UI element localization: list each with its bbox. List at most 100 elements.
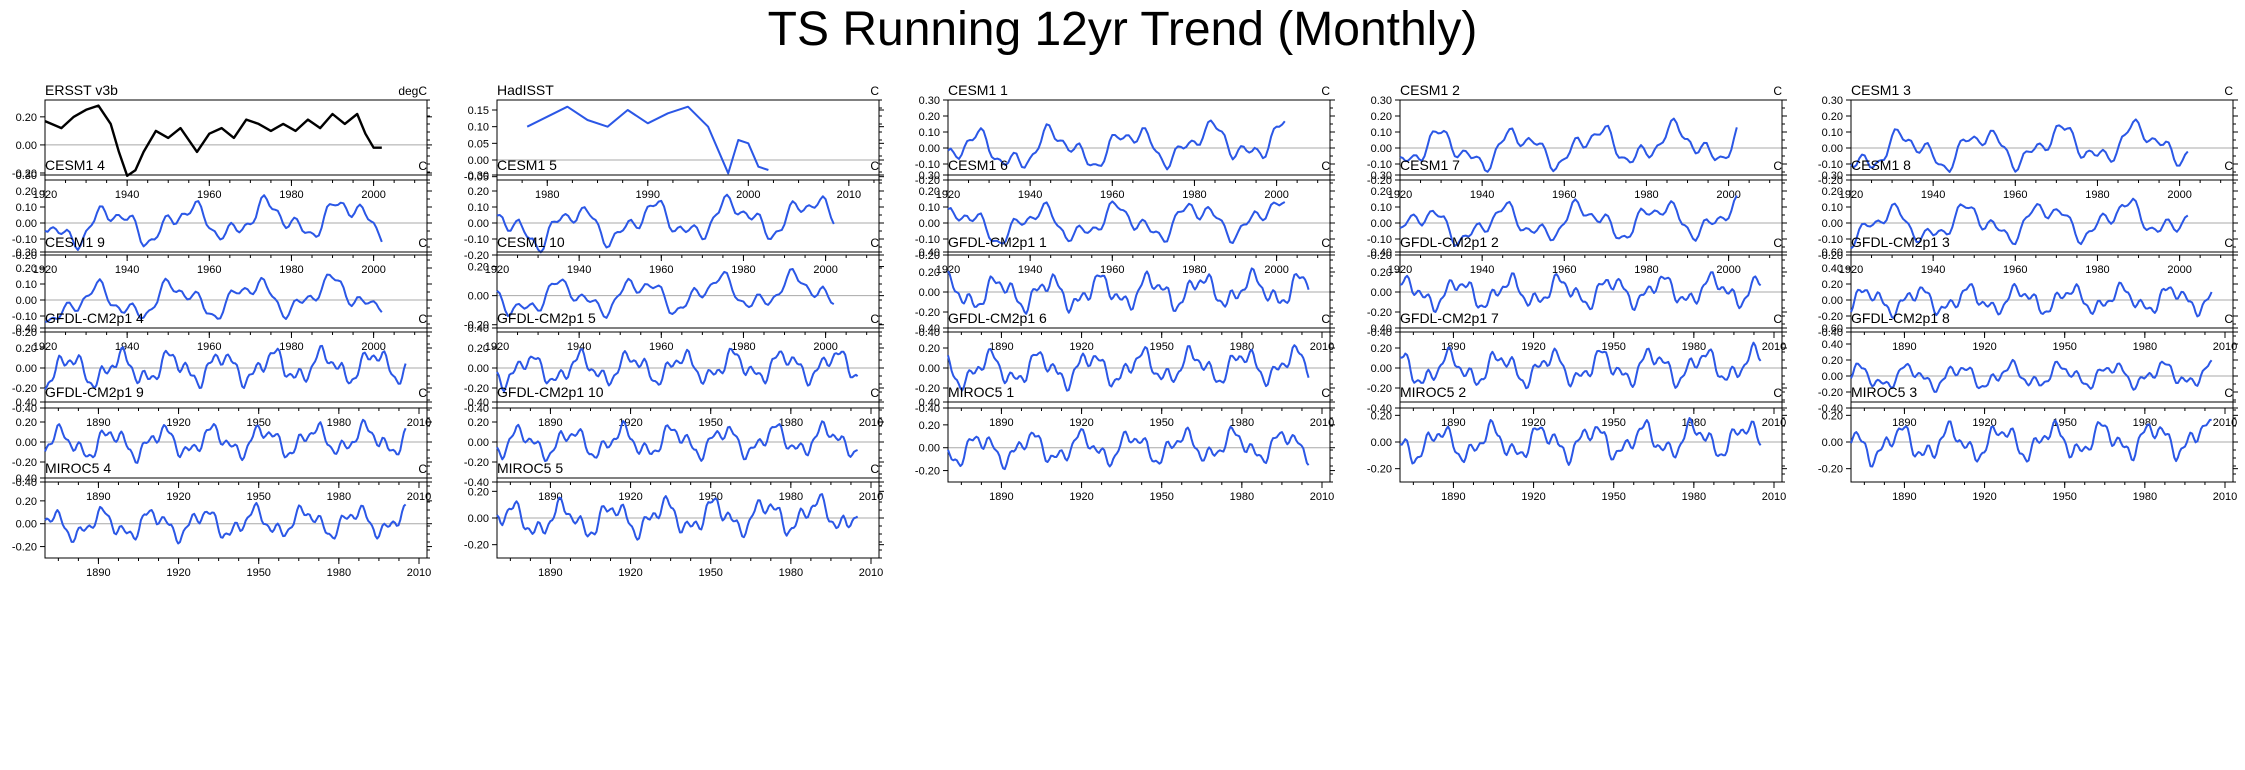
x-tick-label: 1950 (1601, 341, 1625, 353)
x-tick-label: 1980 (731, 341, 755, 353)
panel-26: MIROC5 4 C 1890 1920 1950 1980 2010 0.40 0.20 0.0… (12, 460, 432, 579)
y-tick-label: 0.20 (16, 417, 37, 429)
y-tick-label: -0.20 (1818, 387, 1843, 399)
x-tick-label: 1960 (649, 264, 673, 276)
x-tick-label: 1890 (1441, 491, 1465, 503)
x-tick-label: 1890 (538, 567, 562, 579)
x-tick-label: 1890 (538, 491, 562, 503)
x-tick-label: 2010 (1310, 341, 1334, 353)
x-tick-label: 1920 (1521, 417, 1545, 429)
y-tick-label: 0.00 (919, 287, 940, 299)
y-tick-label: -0.10 (12, 234, 37, 246)
y-tick-label: 0.30 (468, 170, 489, 182)
panel-title: GFDL-CM2p1 8 (1851, 310, 1950, 326)
panel-units: C (1773, 84, 1782, 98)
y-tick-label: -0.20 (12, 327, 37, 339)
series-line (1850, 418, 2212, 468)
panel-title: MIROC5 1 (948, 384, 1014, 400)
x-tick-label: 1950 (1601, 417, 1625, 429)
x-tick-label: 1960 (197, 264, 221, 276)
y-tick-label: 0.40 (16, 473, 37, 485)
series-line (947, 200, 1286, 245)
y-tick-label: 0.10 (16, 202, 37, 214)
y-tick-label: 0.20 (919, 111, 940, 123)
y-tick-label: 0.30 (1822, 170, 1843, 182)
panel-units: C (1321, 312, 1330, 326)
x-tick-label: 1940 (1921, 264, 1945, 276)
x-tick-label: 1980 (1230, 417, 1254, 429)
series-line (44, 104, 382, 177)
y-tick-label: -0.40 (1367, 327, 1392, 339)
panel-title: GFDL-CM2p1 5 (497, 310, 596, 326)
x-tick-label: 1980 (2085, 189, 2109, 201)
panel-units: C (2224, 386, 2233, 400)
panel-19: GFDL-CM2p1 7 C 1890 1920 1950 1980 2010 0.40 0.2… (1367, 310, 1787, 429)
panel-title: CESM1 1 (948, 82, 1008, 98)
panel-title: CESM1 10 (497, 234, 565, 250)
series-line (1399, 341, 1762, 390)
panel-title: GFDL-CM2p1 3 (1851, 234, 1950, 250)
x-tick-label: 1980 (2085, 264, 2109, 276)
y-tick-label: -0.20 (915, 175, 940, 187)
panel-units: C (870, 462, 879, 476)
x-tick-label: 1980 (279, 341, 303, 353)
y-tick-label: -0.40 (464, 403, 489, 415)
y-tick-label: 0.00 (468, 155, 489, 167)
y-tick-label: 0.00 (468, 291, 489, 303)
y-tick-label: 0.20 (1822, 355, 1843, 367)
y-tick-label: 0.00 (1371, 218, 1392, 230)
panel-units: C (2224, 312, 2233, 326)
y-tick-label: -0.10 (12, 311, 37, 323)
x-tick-label: 2010 (2213, 491, 2237, 503)
y-tick-label: -0.20 (464, 383, 489, 395)
y-tick-label: 0.10 (1822, 127, 1843, 139)
x-tick-label: 1950 (246, 567, 270, 579)
y-tick-label: 0.30 (919, 170, 940, 182)
x-tick-label: 1920 (1972, 417, 1996, 429)
x-tick-label: 1920 (618, 491, 642, 503)
x-tick-label: 2000 (813, 264, 837, 276)
y-tick-label: -0.20 (1818, 175, 1843, 187)
panel-14: GFDL-CM2p1 2 C 1890 1920 1950 1980 2010 0.40 0.2… (1367, 234, 1787, 353)
series-line (947, 119, 1286, 171)
x-tick-label: 2000 (361, 341, 385, 353)
x-tick-label: 2010 (859, 491, 883, 503)
x-tick-label: 1890 (989, 341, 1013, 353)
y-tick-label: -0.20 (1367, 175, 1392, 187)
x-tick-label: 1920 (1972, 341, 1996, 353)
y-tick-label: 0.60 (1822, 247, 1843, 259)
panel-units: C (1773, 386, 1782, 400)
panel-title: CESM1 8 (1851, 157, 1911, 173)
y-tick-label: -0.40 (915, 403, 940, 415)
panel-title: CESM1 7 (1400, 157, 1460, 173)
x-tick-label: 2010 (2213, 417, 2237, 429)
x-tick-label: 1890 (1892, 491, 1916, 503)
panel-24: MIROC5 2 C 1890 1920 1950 1980 2010 0.20 0.00 -0.… (1367, 384, 1787, 503)
x-tick-label: 2010 (2213, 341, 2237, 353)
x-tick-label: 1940 (1470, 189, 1494, 201)
series-line (496, 268, 835, 319)
panel-units: C (1773, 312, 1782, 326)
panel-13: GFDL-CM2p1 1 C 1890 1920 1950 1980 2010 0.40 0.2… (915, 234, 1335, 353)
y-tick-label: 0.00 (919, 218, 940, 230)
panel-units: C (418, 159, 427, 173)
y-tick-label: -0.10 (464, 234, 489, 246)
x-tick-label: 1960 (1100, 189, 1124, 201)
x-tick-label: 1950 (698, 491, 722, 503)
panel-units: C (418, 462, 427, 476)
y-tick-label: -0.20 (12, 542, 37, 554)
x-tick-label: 2010 (837, 189, 861, 201)
panel-title: CESM1 3 (1851, 82, 1911, 98)
x-tick-label: 1980 (1230, 341, 1254, 353)
y-tick-label: -0.05 (464, 172, 489, 184)
panel-units: degC (398, 84, 427, 98)
panel-units: C (1773, 159, 1782, 173)
x-tick-label: 1890 (1441, 417, 1465, 429)
x-tick-label: 1940 (567, 341, 591, 353)
x-tick-label: 1950 (2052, 491, 2076, 503)
y-tick-label: -0.10 (1818, 234, 1843, 246)
x-tick-label: 1920 (1069, 417, 1093, 429)
